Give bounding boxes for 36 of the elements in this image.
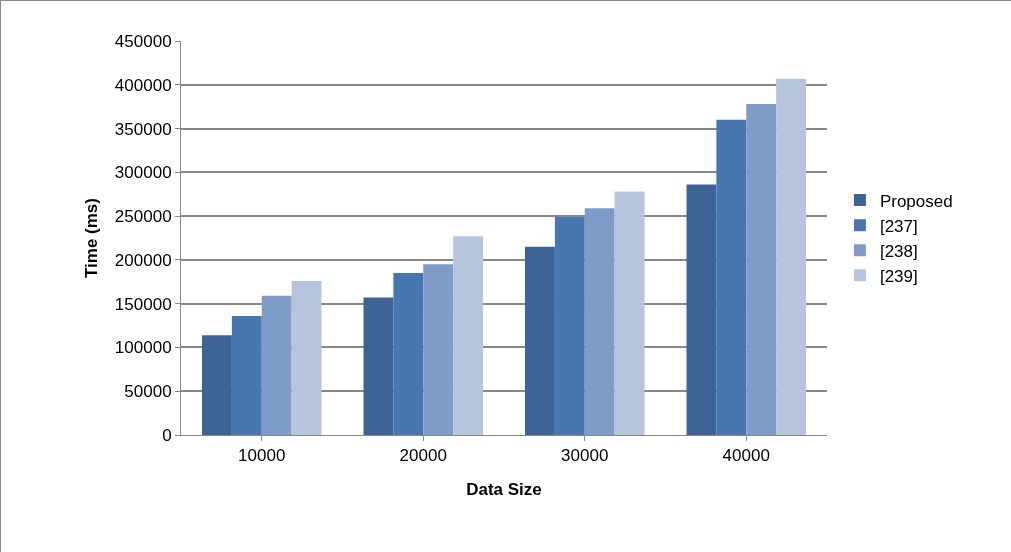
bar xyxy=(423,264,454,435)
x-tick-label: 40000 xyxy=(722,446,770,466)
y-tick-label: 50000 xyxy=(124,382,172,402)
y-tick-label: 400000 xyxy=(114,75,172,95)
x-tick-label: 10000 xyxy=(238,446,286,466)
bar xyxy=(584,208,615,435)
legend-label: [239] xyxy=(879,266,918,286)
legend-label: Proposed xyxy=(879,191,953,211)
bar xyxy=(686,184,717,435)
y-tick-label: 100000 xyxy=(114,338,172,358)
x-axis-title: Data Size xyxy=(466,479,542,499)
bar xyxy=(291,280,322,435)
bar xyxy=(453,236,484,435)
legend-label: [238] xyxy=(879,241,918,261)
y-tick-label: 0 xyxy=(162,425,172,445)
x-tick-label: 30000 xyxy=(561,446,609,466)
bar xyxy=(776,78,807,435)
y-axis-title: Time (ms) xyxy=(82,198,102,278)
bar xyxy=(525,246,555,435)
bar xyxy=(201,335,232,435)
y-tick-label: 150000 xyxy=(114,294,172,314)
y-tick-label: 250000 xyxy=(114,207,172,227)
y-tick-label: 300000 xyxy=(114,163,172,183)
bar xyxy=(363,297,394,435)
bar xyxy=(393,273,424,435)
bar xyxy=(746,104,777,435)
bar xyxy=(261,295,292,435)
bar xyxy=(614,191,645,435)
y-tick-label: 350000 xyxy=(114,119,172,139)
y-tick-label: 450000 xyxy=(114,31,172,51)
bar xyxy=(231,315,262,435)
legend-label: [237] xyxy=(879,216,918,236)
y-tick-label: 200000 xyxy=(114,250,172,270)
bar xyxy=(554,216,585,435)
x-tick-label: 20000 xyxy=(399,446,447,466)
bar xyxy=(716,119,747,435)
